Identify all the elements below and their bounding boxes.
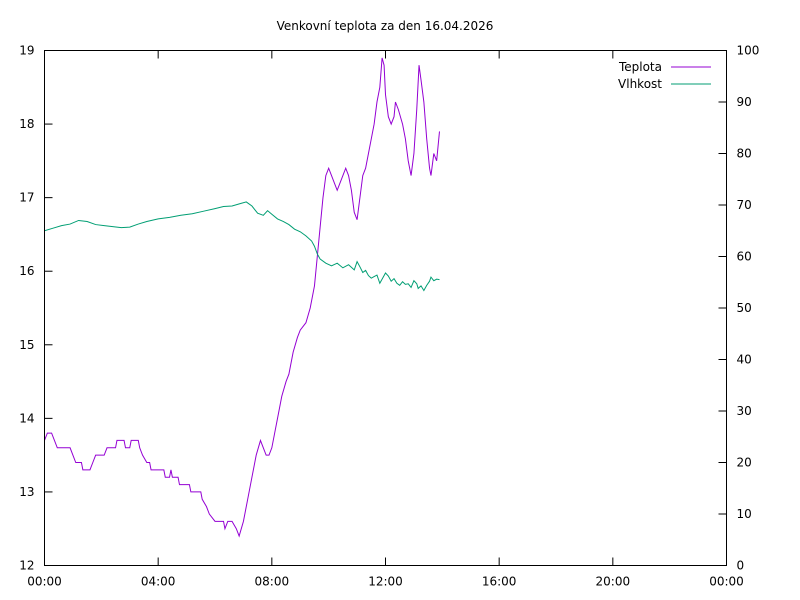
left-y-tick-label: 14 — [19, 411, 34, 425]
plot-border — [44, 50, 727, 566]
left-y-tick-label: 12 — [19, 559, 34, 573]
x-tick-label: 12:00 — [368, 575, 403, 589]
right-y-tick-label: 90 — [737, 95, 752, 109]
right-y-tick-label: 30 — [737, 404, 752, 418]
right-y-tick-label: 0 — [737, 559, 745, 573]
right-y-tick-label: 40 — [737, 353, 752, 367]
legend-label: Vlhkost — [618, 77, 662, 91]
left-y-tick-label: 16 — [19, 264, 34, 278]
x-tick-label: 04:00 — [141, 575, 176, 589]
x-axis: 00:00 04:00 08:00 12:00 16:00 20:00 00:00 — [27, 50, 744, 589]
right-y-axis: 0 10 20 30 40 50 60 70 80 90 100 — [718, 44, 760, 573]
series-line-vlhkost — [44, 201, 440, 292]
x-tick-label: 00:00 — [709, 575, 744, 589]
left-y-axis: 12 13 14 15 16 17 18 19 — [19, 44, 53, 573]
right-y-tick-label: 80 — [737, 147, 752, 161]
left-y-tick-label: 19 — [19, 44, 34, 58]
left-y-tick-label: 13 — [19, 485, 34, 499]
x-tick-label: 08:00 — [255, 575, 290, 589]
right-y-tick-label: 50 — [737, 301, 752, 315]
right-y-tick-label: 70 — [737, 198, 752, 212]
right-y-tick-label: 100 — [737, 44, 760, 58]
x-tick-label: 00:00 — [27, 575, 62, 589]
left-y-tick-label: 17 — [19, 191, 34, 205]
right-y-tick-label: 60 — [737, 250, 752, 264]
series-layer — [44, 57, 440, 538]
right-y-tick-label: 20 — [737, 456, 752, 470]
x-tick-label: 16:00 — [482, 575, 517, 589]
legend: Teplota Vlhkost — [618, 60, 711, 91]
chart-title: Venkovní teplota za den 16.04.2026 — [277, 19, 494, 33]
left-y-tick-label: 15 — [19, 338, 34, 352]
series-line-teplota — [44, 57, 440, 538]
right-y-tick-label: 10 — [737, 507, 752, 521]
x-tick-label: 20:00 — [596, 575, 631, 589]
left-y-tick-label: 18 — [19, 117, 34, 131]
legend-label: Teplota — [618, 60, 662, 74]
